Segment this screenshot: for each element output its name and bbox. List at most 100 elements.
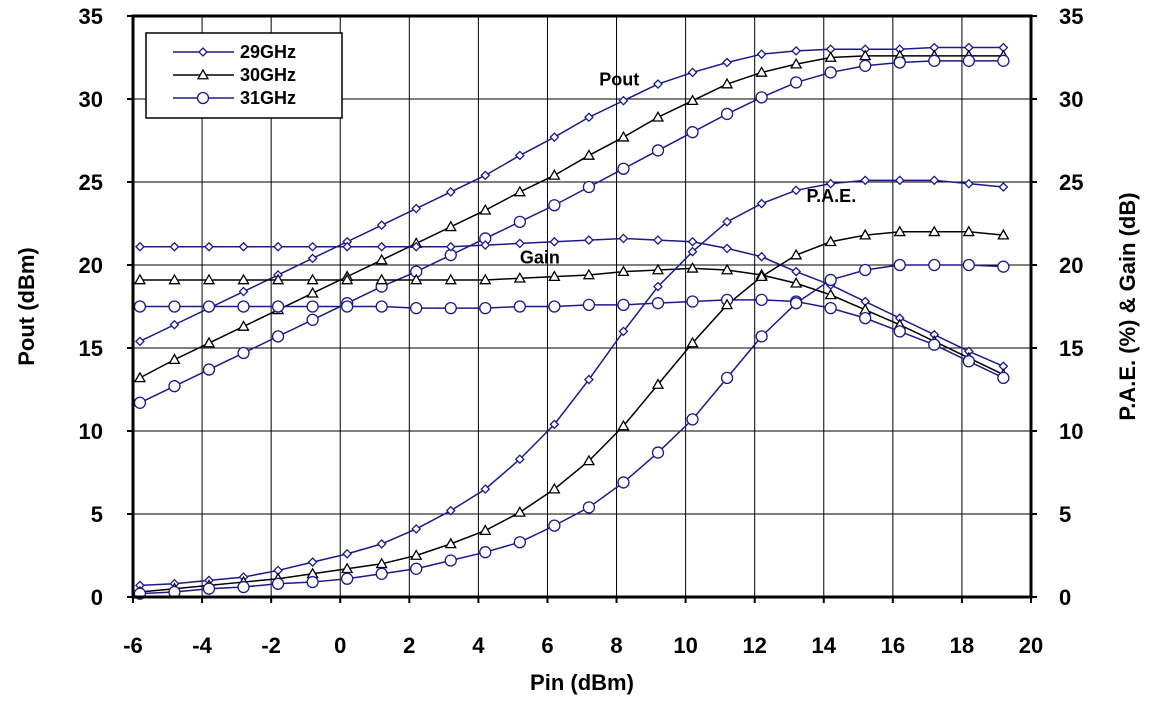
y-right-tick-label: 30 xyxy=(1059,87,1083,112)
data-point-31ghz-gain xyxy=(962,355,975,368)
data-point-30ghz-pae xyxy=(341,562,354,574)
data-point-30ghz-pae xyxy=(686,336,699,348)
data-point-30ghz-gain xyxy=(617,265,630,277)
data-point-30ghz-gain xyxy=(790,276,803,288)
x-tick-label: 14 xyxy=(812,633,837,658)
data-point-29ghz-pae xyxy=(894,175,905,186)
data-point-29ghz-pae xyxy=(791,185,802,196)
data-point-31ghz-pout xyxy=(686,126,699,139)
data-point-29ghz-pae xyxy=(618,326,629,337)
data-point-31ghz-pae xyxy=(755,330,768,343)
legend-label-30ghz: 30GHz xyxy=(240,65,296,85)
data-point-31ghz-gain xyxy=(237,300,250,313)
data-point-29ghz-pae xyxy=(687,246,698,257)
data-point-30ghz-pout xyxy=(168,353,181,365)
data-point-29ghz-gain xyxy=(653,235,663,246)
y-right-tick-label: 10 xyxy=(1059,419,1083,444)
data-point-29ghz-pout xyxy=(480,170,491,181)
data-point-30ghz-pae xyxy=(824,235,837,247)
data-point-30ghz-gain xyxy=(168,273,181,285)
data-point-31ghz-pout xyxy=(720,107,734,121)
data-point-31ghz-pae xyxy=(271,577,285,590)
x-tick-label: -2 xyxy=(261,633,281,658)
x-tick-label: 6 xyxy=(541,633,553,658)
annotation-pae: P.A.E. xyxy=(807,186,857,206)
legend-marker-31ghz xyxy=(196,91,210,105)
data-point-31ghz-pout xyxy=(548,199,561,212)
data-point-31ghz-pae xyxy=(789,297,803,310)
data-point-31ghz-pout xyxy=(997,54,1010,67)
data-point-30ghz-pout xyxy=(824,51,837,62)
data-point-29ghz-gain xyxy=(134,241,145,252)
data-point-31ghz-pout xyxy=(237,346,250,360)
data-point-31ghz-pae xyxy=(720,371,734,385)
y-left-tick-label: 35 xyxy=(79,4,103,29)
y-axis-right-title: P.A.E. (%) & Gain (dB) xyxy=(1115,192,1140,420)
data-point-31ghz-pae xyxy=(582,501,596,514)
data-point-31ghz-pout xyxy=(928,54,941,67)
data-point-30ghz-pae xyxy=(410,549,423,560)
data-point-31ghz-pout xyxy=(271,330,285,343)
data-point-29ghz-pout xyxy=(618,95,629,106)
data-point-30ghz-gain xyxy=(271,273,285,285)
data-point-30ghz-pae xyxy=(893,225,906,237)
data-point-30ghz-gain xyxy=(582,268,596,280)
data-point-30ghz-gain xyxy=(548,270,561,282)
data-point-31ghz-pae xyxy=(651,446,665,459)
data-point-31ghz-pout xyxy=(859,59,872,72)
legend-marker-29ghz xyxy=(198,47,208,57)
data-point-30ghz-gain xyxy=(375,273,388,285)
grid xyxy=(133,16,1031,597)
data-point-29ghz-gain xyxy=(791,266,802,277)
data-point-31ghz-gain xyxy=(479,302,492,315)
data-point-29ghz-gain xyxy=(169,241,180,252)
data-point-29ghz-pout xyxy=(376,220,387,231)
data-point-29ghz-gain xyxy=(411,241,422,252)
data-point-31ghz-pae xyxy=(686,413,699,426)
data-point-29ghz-pae xyxy=(480,484,491,495)
data-point-30ghz-pout xyxy=(651,110,665,122)
data-point-30ghz-pout xyxy=(133,371,147,383)
series-line-29ghz-gain xyxy=(139,237,1004,367)
data-point-30ghz-pout xyxy=(686,94,699,106)
data-point-31ghz-gain xyxy=(444,302,457,315)
y-left-tick-label: 15 xyxy=(79,336,103,361)
data-point-31ghz-pae xyxy=(962,258,975,272)
y-left-tick-label: 30 xyxy=(79,87,103,112)
data-point-29ghz-pout xyxy=(238,286,249,297)
data-point-31ghz-pout xyxy=(893,56,906,69)
data-point-31ghz-pae xyxy=(479,546,492,559)
data-point-31ghz-gain xyxy=(133,300,147,313)
data-point-31ghz-gain xyxy=(340,300,354,313)
data-point-30ghz-pout xyxy=(720,77,734,89)
x-tick-label: 10 xyxy=(673,633,697,658)
data-point-30ghz-pae xyxy=(790,248,803,260)
data-point-31ghz-gain xyxy=(168,300,181,313)
data-point-31ghz-pae xyxy=(202,582,216,595)
data-point-31ghz-gain xyxy=(375,300,388,313)
data-point-29ghz-pae xyxy=(342,548,353,559)
data-point-30ghz-pae xyxy=(617,419,630,431)
data-point-30ghz-gain xyxy=(341,273,354,285)
data-point-31ghz-gain xyxy=(928,338,941,351)
data-point-30ghz-pout xyxy=(237,320,250,331)
data-point-31ghz-pout xyxy=(582,180,596,194)
data-point-31ghz-pae xyxy=(340,572,354,585)
data-point-31ghz-pae xyxy=(824,273,837,287)
data-point-29ghz-pae xyxy=(722,216,732,227)
data-point-31ghz-gain xyxy=(651,297,665,310)
data-point-29ghz-pout xyxy=(756,49,767,60)
series-line-30ghz-gain xyxy=(139,267,1004,376)
data-point-30ghz-pout xyxy=(582,149,596,160)
data-point-30ghz-pout xyxy=(479,203,492,215)
data-point-31ghz-gain xyxy=(755,293,768,307)
data-point-30ghz-gain xyxy=(824,288,837,300)
data-point-30ghz-pout xyxy=(755,66,768,77)
y-right-tick-label: 20 xyxy=(1059,253,1083,278)
data-point-30ghz-gain xyxy=(306,273,319,285)
data-point-30ghz-pae xyxy=(928,225,941,237)
axis-ticks: -6 -4 -2 0 2 4 6 8 10 12 14 16 18 20 0 5 10 15 20 25 30 35 0 5 1… xyxy=(79,4,1084,658)
data-point-30ghz-pae xyxy=(548,482,561,494)
